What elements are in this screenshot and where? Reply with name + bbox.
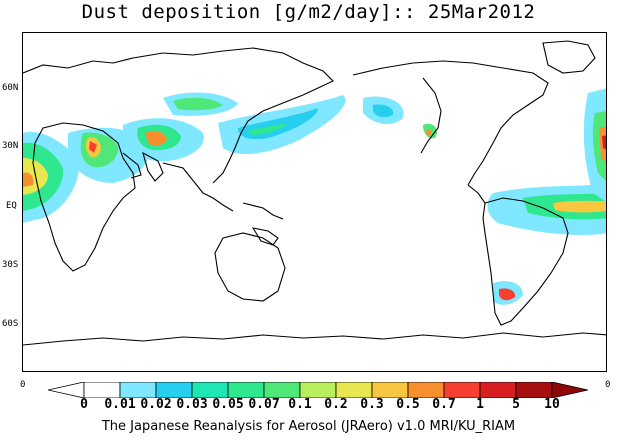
colorbar-cell — [479, 382, 517, 398]
lat-label-60s: 60S — [2, 319, 19, 329]
colorbar — [48, 382, 588, 398]
colorbar-cells — [48, 382, 588, 398]
colorbar-cell — [407, 382, 445, 398]
corner-label-left: 0 — [20, 380, 26, 390]
corner-label-right: 0 — [605, 380, 611, 390]
dust-field — [23, 88, 606, 305]
colorbar-cell — [299, 382, 337, 398]
colorbar-cell — [48, 382, 85, 398]
coastlines — [23, 40, 606, 346]
colorbar-cell — [443, 382, 481, 398]
colorbar-cell — [119, 382, 157, 398]
colorbar-tick-label: 0.02 — [140, 397, 172, 412]
colorbar-cell — [191, 382, 229, 398]
lat-label-eq: EQ — [6, 201, 17, 211]
colorbar-cell — [155, 382, 193, 398]
colorbar-cell — [263, 382, 301, 398]
colorbar-tick-label: 0.05 — [212, 397, 244, 412]
world-map — [22, 32, 607, 372]
colorbar-tick-label: 0.1 — [288, 397, 312, 412]
colorbar-tick-label: 0.3 — [360, 397, 384, 412]
colorbar-cell — [515, 382, 553, 398]
colorbar-tick-label: 0.5 — [396, 397, 420, 412]
colorbar-cell — [227, 382, 265, 398]
colorbar-tick-label: 0.07 — [248, 397, 280, 412]
map-canvas — [23, 40, 606, 346]
footer-credit: The Japanese Reanalysis for Aerosol (JRA… — [101, 419, 516, 434]
colorbar-cell — [371, 382, 409, 398]
colorbar-tick-label: 0.03 — [176, 397, 208, 412]
colorbar-tick-label: 0.01 — [104, 397, 136, 412]
colorbar-tick-label: 0.7 — [432, 397, 456, 412]
map-title: Dust deposition [g/m2/day]:: 25Mar2012 — [81, 1, 536, 23]
colorbar-tick-label: 5 — [512, 397, 520, 412]
colorbar-tick-label: 0 — [80, 397, 88, 412]
colorbar-tick-label: 10 — [544, 397, 560, 412]
colorbar-cell — [551, 382, 588, 398]
colorbar-cell — [83, 382, 121, 398]
lat-label-30s: 30S — [2, 260, 19, 270]
lat-label-60n: 60N — [2, 83, 19, 93]
colorbar-cell — [335, 382, 373, 398]
colorbar-tick-label: 0.2 — [324, 397, 348, 412]
lat-label-30n: 30N — [2, 141, 19, 151]
colorbar-tick-label: 1 — [476, 397, 484, 412]
